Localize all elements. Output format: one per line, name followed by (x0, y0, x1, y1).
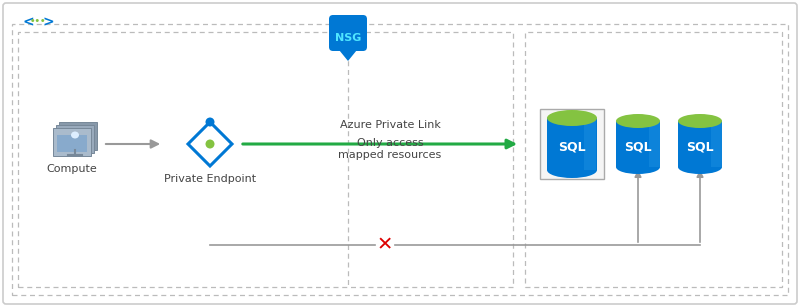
Text: SQL: SQL (624, 141, 652, 154)
Text: SQL: SQL (558, 141, 586, 154)
FancyBboxPatch shape (57, 135, 87, 152)
Text: Azure Private Link: Azure Private Link (339, 120, 441, 130)
Ellipse shape (206, 139, 214, 149)
Text: ✕: ✕ (377, 235, 393, 255)
FancyBboxPatch shape (56, 125, 94, 153)
Text: <: < (22, 15, 34, 29)
Ellipse shape (678, 114, 722, 128)
FancyBboxPatch shape (329, 15, 367, 51)
FancyBboxPatch shape (678, 121, 722, 167)
FancyBboxPatch shape (540, 109, 604, 179)
FancyBboxPatch shape (616, 121, 660, 167)
Bar (12, 24, 788, 295)
Text: SQL: SQL (686, 141, 714, 154)
Text: Compute: Compute (46, 164, 98, 174)
Text: •••: ••• (30, 17, 46, 26)
FancyBboxPatch shape (547, 118, 597, 170)
Text: NSG: NSG (335, 33, 361, 43)
Bar (525, 32, 782, 287)
Bar (18, 32, 513, 287)
Ellipse shape (71, 131, 79, 138)
Ellipse shape (616, 114, 660, 128)
Ellipse shape (616, 160, 660, 174)
Text: Only access
mapped resources: Only access mapped resources (338, 138, 442, 160)
Ellipse shape (547, 162, 597, 178)
FancyBboxPatch shape (649, 121, 660, 167)
FancyBboxPatch shape (584, 118, 596, 170)
Ellipse shape (678, 160, 722, 174)
FancyBboxPatch shape (60, 132, 90, 149)
FancyBboxPatch shape (63, 129, 93, 146)
FancyBboxPatch shape (3, 3, 797, 304)
Text: >: > (42, 15, 54, 29)
Ellipse shape (206, 118, 214, 126)
Polygon shape (335, 45, 361, 61)
Ellipse shape (547, 110, 597, 126)
FancyBboxPatch shape (711, 121, 722, 167)
Text: Private Endpoint: Private Endpoint (164, 174, 256, 184)
FancyBboxPatch shape (59, 122, 97, 150)
FancyBboxPatch shape (53, 128, 91, 156)
